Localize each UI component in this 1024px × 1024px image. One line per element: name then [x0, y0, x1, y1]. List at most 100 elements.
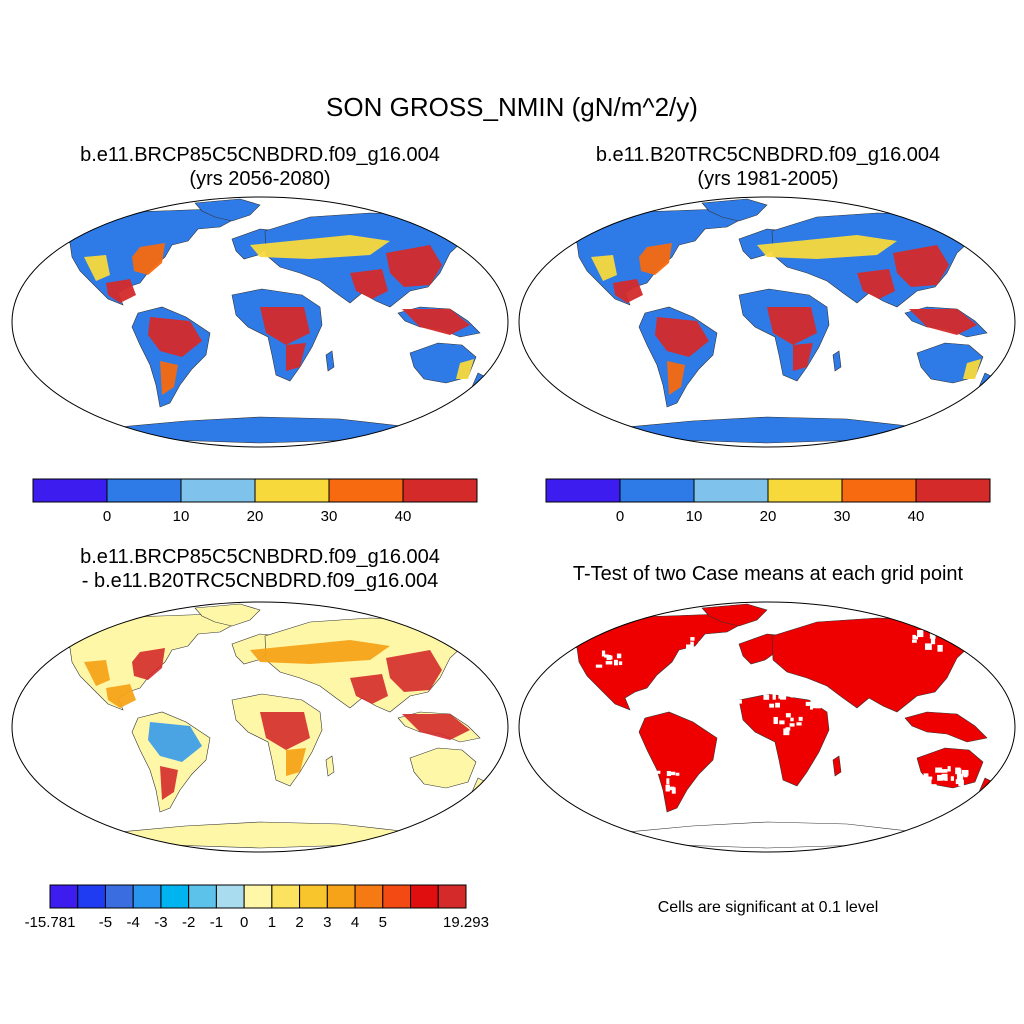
- colorbar-swatch: [271, 884, 301, 909]
- nonsignificant-cell: [829, 703, 836, 709]
- map-case2: [518, 196, 1016, 448]
- region-af_central: [260, 307, 310, 345]
- panel-case1-title-line2: (yrs 2056-2080): [189, 168, 331, 190]
- colorbar-tick-label: 30: [834, 508, 851, 525]
- region-na_west: [84, 660, 110, 686]
- nonsignificant-cell: [595, 664, 603, 668]
- nonsignificant-cell: [773, 717, 778, 724]
- region-as_china: [893, 245, 949, 287]
- colorbar-tick-label: -5: [99, 914, 112, 931]
- nonsignificant-cell: [796, 722, 802, 726]
- nonsignificant-cell: [604, 654, 609, 658]
- colorbar-swatch: [160, 884, 190, 909]
- region-eu_band: [250, 235, 390, 259]
- panel-difference-title-line1: b.e11.BRCP85C5CNBDRD.f09_g16.004: [80, 546, 440, 568]
- region-sa_amazon: [148, 722, 202, 762]
- land-greenland: [194, 603, 261, 627]
- region-au_east: [963, 359, 981, 379]
- nonsignificant-cell: [924, 643, 932, 650]
- map-case1: [11, 196, 509, 448]
- panel-case2-title: b.e11.B20TRC5CNBDRD.f09_g16.004 (yrs 198…: [518, 143, 1018, 191]
- map-difference: [11, 601, 509, 853]
- nonsignificant-cell: [958, 779, 964, 787]
- nonsignificant-cell: [749, 688, 754, 695]
- nonsignificant-cell: [810, 705, 814, 710]
- region-as_sea: [909, 309, 977, 335]
- nonsignificant-cell: [798, 716, 803, 721]
- nonsignificant-cell: [653, 777, 658, 782]
- colorbar-swatch: [254, 478, 330, 503]
- nonsignificant-cell: [665, 784, 670, 792]
- map-ttest: [518, 601, 1016, 853]
- colorbar-tick-label: 5: [379, 914, 387, 931]
- nonsignificant-cell: [737, 699, 742, 704]
- colorbar-swatch: [354, 884, 384, 909]
- region-na_east: [132, 243, 165, 275]
- nonsignificant-cell: [930, 637, 936, 645]
- nonsignificant-cell: [941, 769, 948, 773]
- colorbar-swatch: [619, 478, 695, 503]
- nonsignificant-cell: [772, 693, 776, 700]
- colorbar-case2: 0 10 20 30 40: [545, 478, 991, 525]
- nonsignificant-cell: [956, 774, 964, 781]
- colorbar-tick-label: 40: [395, 508, 412, 525]
- nonsignificant-cell: [928, 776, 933, 780]
- colorbar-swatch: [243, 884, 273, 909]
- nonsignificant-cell: [961, 769, 969, 776]
- land-madagascar: [832, 755, 842, 777]
- region-sa_south: [667, 361, 685, 395]
- colorbar-swatch: [104, 884, 134, 909]
- land-madagascar: [325, 350, 335, 372]
- colorbar-tick-label: 20: [760, 508, 777, 525]
- region-na_west: [591, 255, 617, 281]
- map-boundary: [11, 601, 509, 853]
- nonsignificant-cell: [810, 701, 817, 709]
- colorbar-swatch: [693, 478, 769, 503]
- nonsignificant-cell: [605, 661, 613, 665]
- map-boundary: [11, 196, 509, 448]
- land-antarctica: [77, 821, 451, 849]
- region-as_sea: [402, 309, 470, 335]
- nonsignificant-cell: [802, 689, 809, 695]
- region-af_central: [767, 307, 817, 345]
- colorbar-swatch: [545, 478, 621, 503]
- nonsignificant-cell: [735, 688, 743, 693]
- land-samerica: [638, 711, 718, 813]
- land-australia: [409, 747, 477, 789]
- nonsignificant-cell: [917, 630, 924, 638]
- nonsignificant-cell: [937, 774, 944, 781]
- nonsignificant-cell: [929, 632, 936, 639]
- nonsignificant-cell: [710, 642, 716, 647]
- nonsignificant-cell: [775, 702, 780, 708]
- nonsignificant-cell: [752, 683, 758, 689]
- colorbar-tick-label: 20: [247, 508, 264, 525]
- colorbar-swatch: [410, 884, 439, 909]
- nonsignificant-cell: [955, 767, 961, 775]
- colorbar-tick-label: 0: [616, 508, 624, 525]
- nonsignificant-cell: [670, 771, 676, 776]
- nonsignificant-cell: [912, 634, 916, 640]
- nonsignificant-cell: [706, 644, 712, 650]
- land-greenland: [701, 198, 768, 222]
- nonsignificant-cell: [744, 691, 751, 696]
- nonsignificant-cell: [608, 655, 613, 660]
- region-sa_amazon: [148, 317, 202, 357]
- colorbar-tick-label: 10: [686, 508, 703, 525]
- region-na_mex: [106, 684, 136, 708]
- nonsignificant-cell: [912, 639, 917, 643]
- region-sa_south: [160, 361, 178, 395]
- nonsignificant-cell: [937, 645, 943, 652]
- nonsignificant-cell: [668, 786, 675, 791]
- nonsignificant-cell: [618, 661, 623, 666]
- colorbar-tick-label: -1: [210, 914, 223, 931]
- colorbar-difference: -15.781 -5 -4 -3 -2 -1 0 1 2 3 4 5 19.293: [25, 884, 489, 931]
- colorbar-swatch: [132, 884, 162, 909]
- nonsignificant-cell: [601, 650, 606, 657]
- map-boundary: [518, 196, 1016, 448]
- region-as_india: [350, 674, 388, 704]
- land-seasia: [904, 711, 988, 743]
- nonsignificant-cell: [690, 641, 694, 648]
- region-af_central: [260, 712, 310, 750]
- colorbar-swatch: [215, 884, 245, 909]
- nonsignificant-cell: [780, 694, 787, 700]
